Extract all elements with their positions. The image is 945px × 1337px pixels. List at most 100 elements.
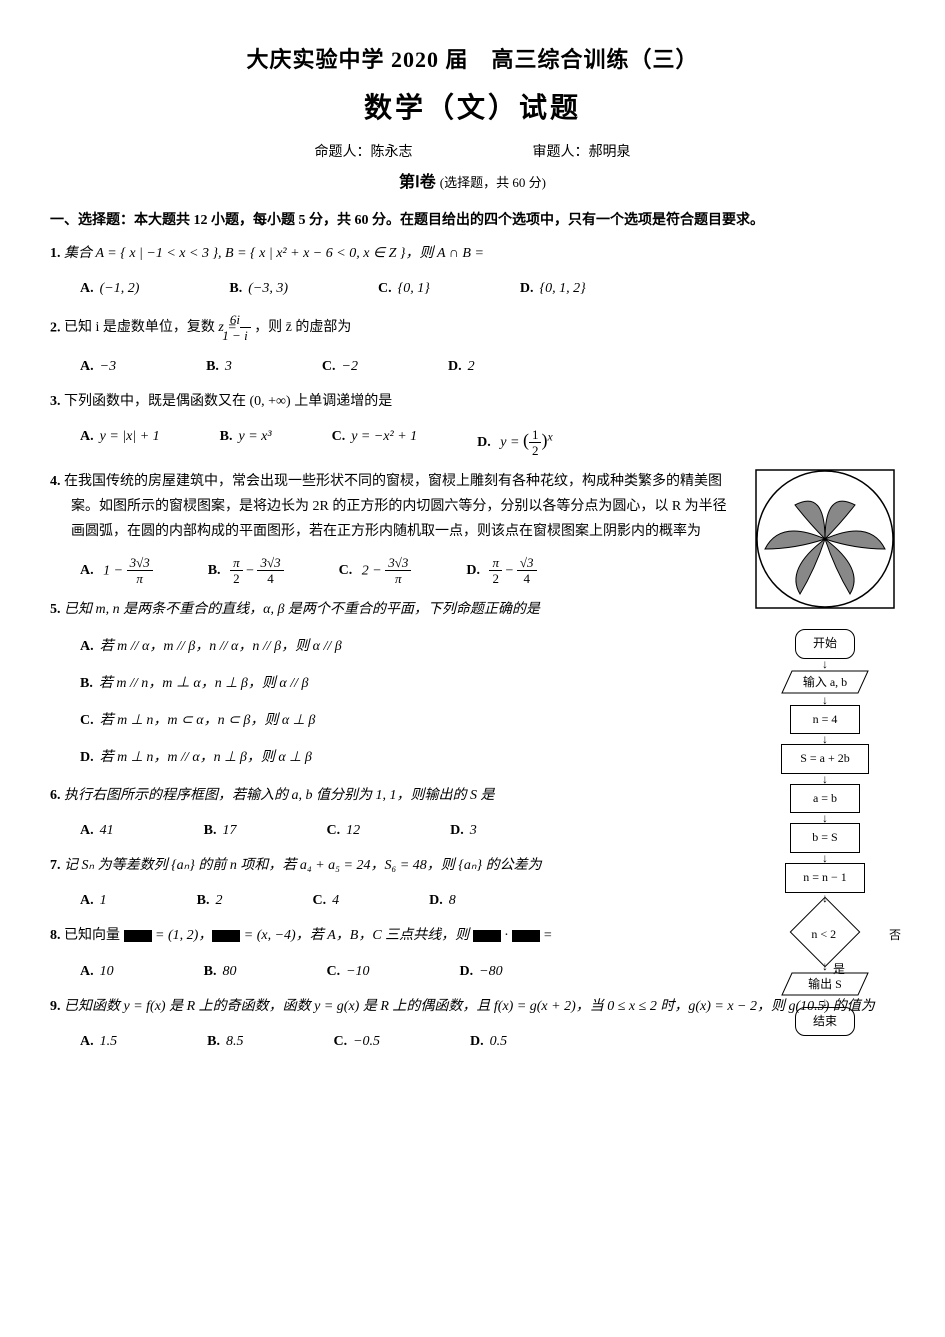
flowchart-figure: 开始 输入 a, b n = 4 S = a + 2b a = b b = S … — [755, 629, 895, 1036]
q8-options: A.10 B.80 C.−10 D.−80 — [80, 959, 750, 984]
option-d: D. y = (12)x — [477, 424, 552, 459]
option-a: A.10 — [80, 959, 114, 984]
subject-title: 数学（文）试题 — [50, 84, 895, 134]
question-stem: 执行右图所示的程序框图，若输入的 a, b 值分别为 1, 1，则输出的 S 是 — [64, 788, 495, 803]
option-a: A.(−1, 2) — [80, 276, 139, 301]
question-stem: 在我国传统的房屋建筑中，常会出现一些形状不同的窗棂，窗棂上雕刻有各种花纹，构成种… — [64, 474, 727, 539]
question-stem: 集合 A = { x | −1 < x < 3 }, B = { x | x² … — [64, 246, 484, 261]
section-instruction: 一、选择题：本大题共 12 小题，每小题 5 分，共 60 分。在题目给出的四个… — [50, 208, 895, 233]
q4-options: A. 1 − 3√3π B. π2 − 3√34 C. 2 − 3√3π D. … — [80, 555, 730, 587]
question-7: 7. 记 Sₙ 为等差数列 {aₙ} 的前 n 项和，若 a₄ + a₅ = 2… — [50, 853, 750, 878]
question-number: 7. — [50, 858, 61, 873]
option-b: B.8.5 — [207, 1029, 243, 1054]
q5-options: A.若 m // α，m // β，n // α，n // β，则 α // β… — [80, 634, 750, 771]
question-number: 9. — [50, 999, 61, 1014]
option-a: A.1.5 — [80, 1029, 117, 1054]
option-a: A.y = |x| + 1 — [80, 424, 160, 459]
question-4: 4. 在我国传统的房屋建筑中，常会出现一些形状不同的窗棂，窗棂上雕刻有各种花纹，… — [50, 469, 730, 545]
option-b: B.17 — [204, 818, 237, 843]
q7-options: A.1 B.2 C.4 D.8 — [80, 888, 750, 913]
question-8: 8. 已知向量 = (1, 2)， = (x, −4)，若 A，B，C 三点共线… — [50, 923, 750, 948]
option-c: C.−0.5 — [333, 1029, 380, 1054]
option-c: C.12 — [326, 818, 360, 843]
option-d: D. π2 − √34 — [466, 555, 536, 587]
redacted-vector-icon — [512, 930, 540, 942]
option-d: D.2 — [448, 354, 475, 379]
redacted-vector-icon — [212, 930, 240, 942]
option-b: B.80 — [204, 959, 237, 984]
question-number: 2. — [50, 320, 61, 335]
option-b: B.2 — [197, 888, 223, 913]
option-c: C.−2 — [322, 354, 358, 379]
flow-arrow-icon — [755, 694, 895, 706]
option-a: A. 1 − 3√3π — [80, 555, 153, 587]
flow-arrow-icon — [755, 773, 895, 785]
option-c: C.{0, 1} — [378, 276, 430, 301]
question-number: 1. — [50, 246, 61, 261]
reviewer: 审题人：郝明泉 — [533, 140, 631, 165]
option-c: C.y = −x² + 1 — [332, 424, 418, 459]
document-header: 大庆实验中学 2020 届 高三综合训练（三） 数学（文）试题 命题人：陈永志 … — [50, 40, 895, 198]
fraction: 6i 1 − i — [240, 312, 250, 344]
option-a: A.41 — [80, 818, 114, 843]
q4-q8-wrap: 开始 输入 a, b n = 4 S = a + 2b a = b b = S … — [50, 469, 895, 984]
option-d: D.{0, 1, 2} — [520, 276, 586, 301]
flowchart-output: 输出 S — [755, 971, 895, 997]
option-b: B.若 m // n，m ⊥ α，n ⊥ β，则 α // β — [80, 671, 750, 696]
svg-text:输入 a, b: 输入 a, b — [803, 674, 847, 689]
question-stem: 已知 i 是虚数单位，复数 z = 6i 1 − i ，则 z̄ 的虚部为 — [64, 320, 351, 335]
option-d: D.3 — [450, 818, 477, 843]
volume-line: 第Ⅰ卷 (选择题，共 60 分) — [50, 169, 895, 198]
question-stem: 已知向量 = (1, 2)， = (x, −4)，若 A，B，C 三点共线，则 … — [64, 928, 552, 943]
option-b: B.y = x³ — [220, 424, 272, 459]
question-stem: 记 Sₙ 为等差数列 {aₙ} 的前 n 项和，若 a₄ + a₅ = 24，S… — [64, 858, 542, 873]
flowchart-s: S = a + 2b — [781, 744, 869, 774]
flowchart-bs: b = S — [790, 823, 860, 853]
question-9: 9. 已知函数 y = f(x) 是 R 上的奇函数，函数 y = g(x) 是… — [50, 994, 895, 1019]
author: 命题人：陈永志 — [315, 140, 413, 165]
option-d: D.−80 — [460, 959, 503, 984]
flowchart-start: 开始 — [795, 629, 855, 659]
question-number: 3. — [50, 394, 61, 409]
flow-arrow-icon — [755, 812, 895, 824]
question-6: 6. 执行右图所示的程序框图，若输入的 a, b 值分别为 1, 1，则输出的 … — [50, 783, 750, 808]
flower-window-icon — [755, 469, 895, 609]
option-c: C.4 — [312, 888, 339, 913]
flowchart-ab: a = b — [790, 784, 860, 814]
question-1: 1. 集合 A = { x | −1 < x < 3 }, B = { x | … — [50, 241, 895, 266]
credits-line: 命题人：陈永志 审题人：郝明泉 — [50, 140, 895, 165]
option-a: A.−3 — [80, 354, 116, 379]
flow-arrow-icon — [755, 733, 895, 745]
question-stem: 已知 m, n 是两条不重合的直线，α, β 是两个不重合的平面，下列命题正确的… — [64, 602, 540, 617]
school-line: 大庆实验中学 2020 届 高三综合训练（三） — [50, 40, 895, 80]
q3-options: A.y = |x| + 1 B.y = x³ C.y = −x² + 1 D. … — [80, 424, 895, 459]
question-number: 6. — [50, 788, 61, 803]
option-d: D.0.5 — [470, 1029, 507, 1054]
redacted-vector-icon — [473, 930, 501, 942]
question-number: 5. — [50, 602, 61, 617]
flowchart-n4: n = 4 — [790, 705, 860, 735]
option-c: C. 2 − 3√3π — [339, 555, 412, 587]
flowchart-decision: n < 2 — [790, 896, 861, 967]
option-a: A.若 m // α，m // β，n // α，n // β，则 α // β — [80, 634, 750, 659]
option-b: B. π2 − 3√34 — [208, 555, 284, 587]
q1-options: A.(−1, 2) B.(−3, 3) C.{0, 1} D.{0, 1, 2} — [80, 276, 895, 301]
question-number: 8. — [50, 928, 61, 943]
option-c: C.−10 — [326, 959, 369, 984]
question-2: 2. 已知 i 是虚数单位，复数 z = 6i 1 − i ，则 z̄ 的虚部为 — [50, 312, 895, 344]
option-d: D.8 — [429, 888, 456, 913]
option-b: B.(−3, 3) — [229, 276, 288, 301]
branch-no: 否 — [889, 925, 901, 947]
flow-arrow-icon — [755, 852, 895, 864]
option-a: A.1 — [80, 888, 107, 913]
branch-yes: 是 — [833, 959, 845, 981]
flowchart-input: 输入 a, b — [755, 669, 895, 695]
q6-options: A.41 B.17 C.12 D.3 — [80, 818, 750, 843]
q2-options: A.−3 B.3 C.−2 D.2 — [80, 354, 895, 379]
question-5: 5. 已知 m, n 是两条不重合的直线，α, β 是两个不重合的平面，下列命题… — [50, 597, 750, 622]
redacted-vector-icon — [124, 930, 152, 942]
question-stem: 已知函数 y = f(x) 是 R 上的奇函数，函数 y = g(x) 是 R … — [64, 999, 875, 1014]
question-number: 4. — [50, 474, 61, 489]
question-3: 3. 下列函数中，既是偶函数又在 (0, +∞) 上单调递增的是 — [50, 389, 895, 414]
option-c: C.若 m ⊥ n，m ⊂ α，n ⊂ β，则 α ⊥ β — [80, 708, 750, 733]
